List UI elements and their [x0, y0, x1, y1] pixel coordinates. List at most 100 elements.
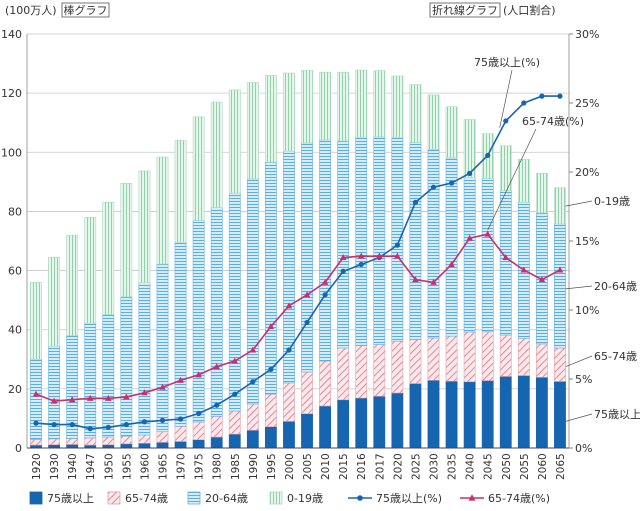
bar-segment: [246, 82, 259, 180]
left-tag: 棒グラフ: [64, 3, 108, 17]
series-line: [35, 233, 561, 402]
y-tick-label: 60: [8, 265, 22, 278]
line-point: [268, 366, 274, 372]
bar-segment: [228, 192, 241, 412]
line-point: [340, 268, 346, 274]
x-tick-label: 2060: [537, 453, 549, 480]
bar-segment: [463, 177, 476, 333]
line-point: [339, 254, 347, 261]
line-point: [105, 424, 111, 430]
x-tick-label: 2015: [338, 453, 350, 480]
bar-segment: [156, 431, 169, 443]
line-point: [538, 276, 546, 283]
x-tick-label: 1920: [31, 453, 43, 480]
bar-segment: [30, 358, 42, 440]
bar-segment: [174, 140, 187, 243]
bar-segment: [283, 72, 295, 152]
bar-segment: [246, 178, 259, 405]
bar-segment: [499, 190, 512, 336]
line-point: [502, 254, 510, 261]
bar-segment: [481, 178, 494, 333]
bar-segment: [409, 142, 422, 340]
bar-segment: [66, 234, 79, 336]
bar-segment: [427, 379, 440, 449]
line-point: [87, 426, 93, 432]
y-tick-label: 140: [1, 28, 22, 41]
line-point: [394, 242, 400, 248]
lines: [32, 93, 564, 432]
bar-segment: [499, 376, 512, 449]
bar-segment: [210, 436, 223, 449]
label-019: 0-19歳: [594, 195, 630, 208]
line-point: [141, 389, 148, 396]
bar-segment: [319, 71, 332, 141]
line-point: [303, 291, 311, 298]
line-point: [448, 260, 455, 267]
label-2064: 20-64歳: [594, 280, 637, 293]
bar-segment: [373, 344, 386, 397]
y-tick-label: 20: [8, 383, 22, 396]
grid: [27, 33, 569, 449]
bar-segment: [84, 322, 97, 439]
bar-segment: [391, 137, 404, 342]
x-tick-label: 2030: [429, 453, 441, 480]
bar-segment: [337, 399, 350, 449]
x-tick-label: 1985: [230, 453, 242, 480]
y2-tick-label: 5%: [575, 373, 592, 386]
bar-segment: [48, 438, 61, 446]
line-point: [286, 347, 292, 353]
left-tag-box: [61, 2, 110, 18]
bar-segment: [355, 397, 368, 449]
x-tick-label: 2065: [555, 453, 567, 480]
x-tick-label: 1960: [139, 453, 151, 480]
line-point: [539, 93, 545, 99]
line-point: [177, 416, 184, 422]
label-6574-line: 65-74歳(%): [522, 115, 584, 128]
bar-segment: [445, 106, 458, 159]
line-point: [358, 261, 364, 268]
bar-segment: [102, 201, 115, 315]
bar-segment: [463, 381, 476, 449]
bar-segment: [535, 343, 548, 378]
y2-tick-label: 10%: [575, 304, 599, 317]
bar-segment: [355, 136, 368, 346]
bar-segment: [192, 116, 205, 221]
bar-segment: [517, 159, 530, 203]
bar-segment: [30, 282, 42, 360]
line-point: [195, 371, 202, 378]
bar-segment: [174, 441, 187, 449]
line-point: [232, 391, 238, 397]
bar-segment: [445, 380, 458, 449]
bar-segment: [391, 392, 404, 449]
leader-line: [499, 69, 513, 128]
line-point: [557, 93, 563, 99]
right-tag: 折れ線グラフ: [432, 3, 498, 17]
line-point: [412, 276, 419, 283]
bar-segment: [355, 69, 368, 138]
bar-segment: [192, 220, 205, 423]
bar-segment: [319, 139, 332, 362]
y-tick-label: 0: [15, 442, 22, 455]
bar-segment: [554, 187, 566, 225]
bar-segment: [120, 296, 133, 437]
y-tick-label: 100: [1, 146, 22, 159]
bar-segment: [373, 136, 386, 345]
legend: 75歳以上 65-74歳 20-64歳 0-19歳 75歳以上(%) 65-74歳(%): [29, 491, 550, 505]
legend-label: 75歳以上(%): [376, 492, 442, 505]
line-point: [86, 394, 94, 401]
line-point: [68, 396, 76, 403]
line-point: [322, 292, 328, 298]
x-tick-label: 1970: [176, 453, 188, 480]
bar-segment: [391, 75, 404, 139]
line-point: [521, 100, 527, 106]
label-75-line: 75歳以上(%): [474, 56, 540, 69]
label-75: 75歳以上: [594, 408, 640, 421]
bar-segment: [481, 331, 494, 381]
x-tick-label: 1950: [103, 453, 115, 480]
bar-segment: [373, 70, 386, 138]
right-tag-box: [429, 2, 501, 18]
leader-line: [565, 413, 593, 422]
bar-segment: [463, 331, 476, 383]
line-point: [249, 346, 257, 353]
